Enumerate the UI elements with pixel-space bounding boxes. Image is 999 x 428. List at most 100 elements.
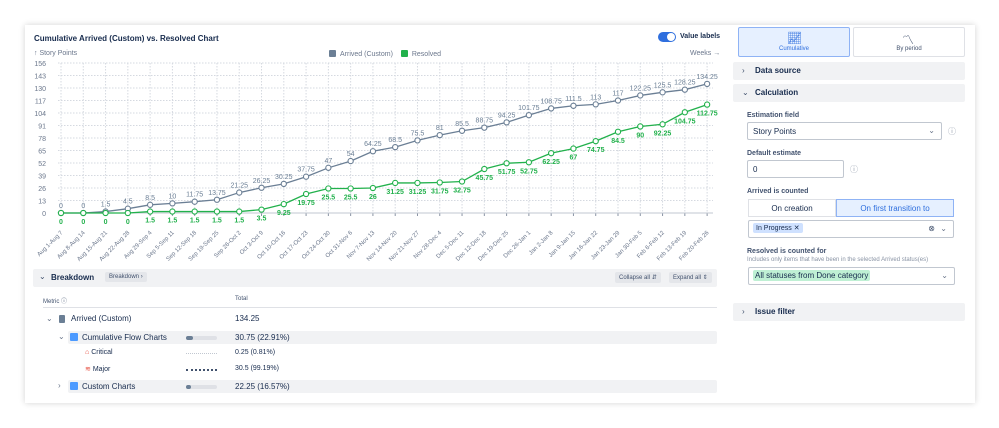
data-point xyxy=(503,160,510,167)
issue-filter-section[interactable]: › Issue filter xyxy=(733,303,965,321)
y-tick-label: 26 xyxy=(38,186,46,193)
data-label: 9.25 xyxy=(277,210,291,217)
default-estimate-input[interactable]: 0 xyxy=(747,160,844,178)
data-point xyxy=(614,97,622,104)
value-labels-label: Value labels xyxy=(680,33,721,40)
data-label: 85.5 xyxy=(455,121,469,128)
on-first-transition-option[interactable]: On first transition to xyxy=(836,199,954,217)
row-total: 30.75 (22.91%) xyxy=(235,333,290,342)
row-total: 0.25 (0.81%) xyxy=(235,349,276,356)
y-unit-label: ↑ Story Points xyxy=(34,50,78,57)
data-label: 1.5 xyxy=(168,218,178,225)
period-chart-icon: 〽 xyxy=(902,33,915,47)
legend-resolved[interactable]: Resolved xyxy=(400,50,441,58)
chevron-down-icon[interactable]: ⌄ xyxy=(39,272,46,281)
data-label: 90 xyxy=(636,132,644,139)
project-icon xyxy=(70,333,78,341)
estimation-field-select[interactable]: Story Points ⌄ xyxy=(747,122,942,140)
on-creation-option[interactable]: On creation xyxy=(748,199,836,217)
data-point xyxy=(458,127,466,134)
data-point xyxy=(369,184,377,192)
data-point xyxy=(637,123,644,130)
progress-bar xyxy=(186,353,217,354)
data-point xyxy=(102,209,109,217)
data-label: 13.75 xyxy=(208,190,226,197)
table-row[interactable]: › Custom Charts 22.25 (16.57%) xyxy=(58,380,717,393)
info-icon[interactable]: ⓘ xyxy=(850,165,858,174)
data-label: 11.75 xyxy=(186,192,203,199)
y-tick-label: 104 xyxy=(34,111,46,118)
data-point xyxy=(236,208,243,215)
data-point xyxy=(280,180,287,188)
row-label: Critical xyxy=(91,349,113,356)
data-label: 101.75 xyxy=(518,105,540,112)
row-total: 134.25 xyxy=(235,314,260,323)
data-point xyxy=(57,209,65,217)
data-point xyxy=(80,209,87,217)
data-label: 84.5 xyxy=(611,138,625,145)
default-estimate-label: Default estimate xyxy=(747,150,802,157)
data-point xyxy=(325,164,332,171)
table-row[interactable]: ⌄ Cumulative Flow Charts 30.75 (22.91%) xyxy=(58,331,717,344)
breakdown-header: ⌄ Breakdown Breakdown › Collapse all ⇵ E… xyxy=(33,269,717,287)
data-point xyxy=(236,189,243,196)
x-unit-label[interactable]: Weeks → xyxy=(690,50,721,57)
project-icon xyxy=(70,382,78,390)
cumulative-chart-icon: 📈︎ xyxy=(787,31,803,45)
data-label: 8.5 xyxy=(145,195,155,202)
chevron-right-icon[interactable]: › xyxy=(58,381,61,390)
data-label: 68.5 xyxy=(388,137,402,144)
table-row[interactable]: ⌂ Critical xyxy=(85,349,113,356)
y-tick-label: 156 xyxy=(34,61,46,68)
data-point xyxy=(392,179,399,187)
info-icon[interactable]: ⓘ xyxy=(948,127,956,136)
data-point xyxy=(280,200,287,208)
y-tick-label: 13 xyxy=(38,199,46,206)
data-label: 32.75 xyxy=(453,188,471,195)
resolved-select[interactable]: All statuses from Done category ⌄ xyxy=(748,267,955,285)
data-label: 25.5 xyxy=(344,194,358,201)
chevron-down-icon[interactable]: ⌄ xyxy=(46,314,53,323)
data-point xyxy=(124,209,131,217)
y-tick-label: 0 xyxy=(42,211,46,218)
tab-cumulative[interactable]: 📈︎ Cumulative xyxy=(738,27,850,57)
remove-tag-icon[interactable]: ✕ xyxy=(793,225,800,232)
table-row[interactable]: ≋ Major xyxy=(85,365,110,373)
data-label: 104.75 xyxy=(674,118,696,125)
data-point xyxy=(548,105,555,112)
data-point xyxy=(169,200,176,207)
data-label: 125.5 xyxy=(654,82,672,89)
data-point xyxy=(659,89,666,96)
value-labels-toggle[interactable] xyxy=(658,32,676,42)
expand-all-button[interactable]: Expand all ⇕ xyxy=(669,272,712,283)
breakdown-chip[interactable]: Breakdown › xyxy=(105,272,147,282)
data-label: 75.5 xyxy=(411,130,425,137)
chevron-down-icon[interactable]: ⌄ xyxy=(58,332,65,341)
status-multiselect[interactable]: In Progress ✕ ⊗ ⌄ xyxy=(748,220,954,238)
data-label: 52.75 xyxy=(520,168,538,175)
data-label: 112.75 xyxy=(697,111,718,118)
data-label: 47 xyxy=(324,158,332,165)
data-point xyxy=(436,179,443,186)
collapse-all-button[interactable]: Collapse all ⇵ xyxy=(615,272,661,283)
calculation-section[interactable]: ⌄ Calculation xyxy=(733,84,965,102)
legend-arrived[interactable]: Arrived (Custom) xyxy=(329,50,393,58)
series-swatch-icon xyxy=(59,315,65,323)
y-tick-label: 130 xyxy=(34,86,46,93)
data-point xyxy=(570,102,577,109)
tab-by-period[interactable]: 〽 By period xyxy=(853,27,965,57)
data-label: 4.5 xyxy=(123,199,133,206)
data-label: 134.25 xyxy=(696,74,718,81)
data-label: 0 xyxy=(81,203,85,210)
chevron-down-icon: ⌄ xyxy=(940,224,947,233)
progress-bar xyxy=(186,369,217,371)
data-label: 0 xyxy=(126,219,130,226)
clear-icon[interactable]: ⊗ xyxy=(928,224,935,233)
data-label: 1.5 xyxy=(234,218,244,225)
data-point xyxy=(325,185,332,192)
data-point xyxy=(414,179,421,187)
data-point xyxy=(525,159,533,166)
breakdown-title: Breakdown xyxy=(51,273,95,282)
data-source-section[interactable]: › Data source xyxy=(733,62,965,80)
total-header: Total xyxy=(235,296,248,302)
